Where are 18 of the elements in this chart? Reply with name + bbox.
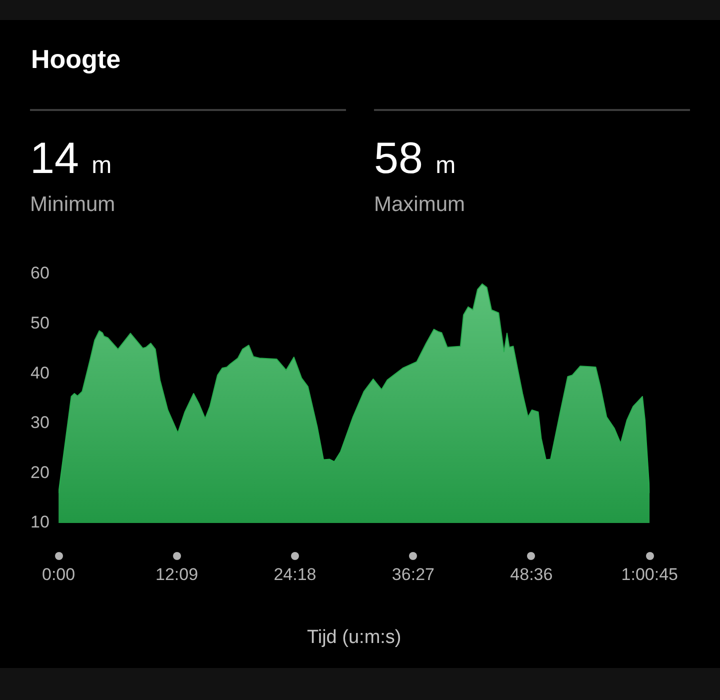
x-tick-label: 24:18 xyxy=(274,564,316,584)
x-tick-label: 36:27 xyxy=(392,564,434,584)
text: Maximum xyxy=(374,193,466,217)
text: Minimum xyxy=(30,193,116,217)
y-tick-label: 20 xyxy=(30,462,50,482)
x-tick-label: 12:09 xyxy=(155,564,198,584)
text: 58 m xyxy=(374,134,456,183)
x-tick-label: 48:36 xyxy=(510,564,553,584)
y-tick-label: 40 xyxy=(30,363,50,382)
x-tick-label: 1:00:45 xyxy=(621,564,678,584)
x-tick-label: 0:00 xyxy=(42,564,76,584)
chart-title: Hoogte xyxy=(31,44,121,74)
text: 14 m xyxy=(30,134,112,183)
y-tick-label: 50 xyxy=(30,313,50,332)
x-axis-title: Tijd (u:m:s) xyxy=(306,626,402,648)
y-tick-label: 30 xyxy=(30,413,50,432)
y-tick-label: 10 xyxy=(30,512,50,532)
y-tick-label: 60 xyxy=(30,264,50,283)
